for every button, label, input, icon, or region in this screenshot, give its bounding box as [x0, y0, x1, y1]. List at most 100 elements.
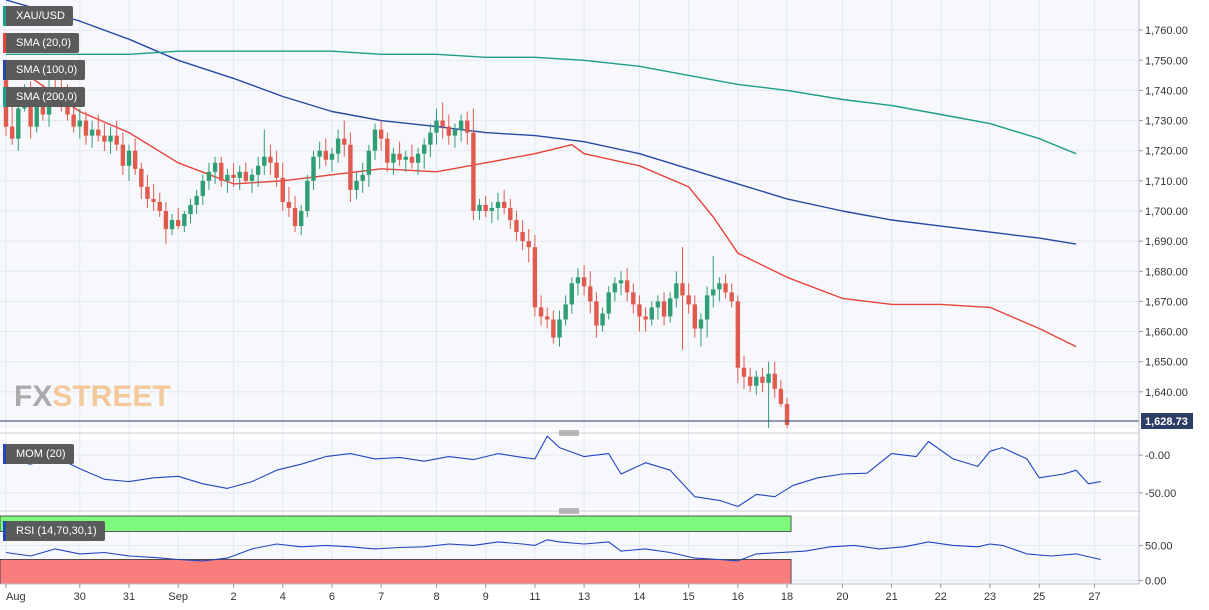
candle-body [563, 304, 568, 320]
candle-body [495, 201, 501, 208]
candle-body [594, 301, 599, 326]
candle-body [157, 201, 162, 211]
x-tick-label: Sep [168, 591, 188, 603]
legend-symbol-color [3, 6, 6, 26]
x-tick-label: 23 [984, 591, 996, 603]
x-tick-label: 18 [781, 591, 793, 603]
x-tick-label: 13 [578, 591, 590, 603]
x-tick-label: 25 [1033, 591, 1045, 603]
candle-body [16, 108, 21, 139]
candle-body [618, 280, 624, 284]
candle-body [452, 129, 458, 136]
sma-line-1 [5, 0, 1077, 245]
candle-body [354, 180, 359, 190]
legend-sma100-label: SMA (100,0) [16, 64, 78, 76]
x-tick-label: 8 [433, 591, 439, 603]
legend-rsi-color [3, 521, 6, 541]
candle-body [108, 135, 113, 142]
legend-sma20-color [3, 33, 6, 53]
candle-body [680, 283, 685, 296]
candle-body [89, 129, 95, 136]
candle-body [194, 195, 199, 205]
candle-body [268, 156, 273, 163]
x-tick-label: 22 [935, 591, 947, 603]
legend-sma200-color [3, 87, 6, 107]
legend-symbol[interactable]: XAU/USD [3, 6, 73, 26]
candle-body [280, 177, 285, 202]
candle-body [434, 120, 439, 133]
legend-rsi[interactable]: RSI (14,70,30,1) [3, 521, 105, 541]
candle-body [77, 120, 82, 127]
y-tick-label: 1,680.00 [1145, 266, 1188, 278]
legend-sma100[interactable]: SMA (100,0) [3, 60, 86, 80]
legend-sma20[interactable]: SMA (20,0) [3, 33, 80, 53]
x-tick-label: 30 [74, 591, 86, 603]
candle-body [655, 301, 661, 308]
candle-body [145, 186, 150, 199]
candle-body [698, 319, 704, 329]
candle-body [489, 207, 495, 211]
x-tick-label: 27 [1088, 591, 1100, 603]
candle-body [96, 129, 101, 136]
y-tick-label: 1,720.00 [1145, 146, 1188, 158]
y-tick-label: 1,660.00 [1145, 327, 1188, 339]
candle-body [471, 132, 476, 211]
candle-body [624, 280, 630, 293]
candle-body [581, 277, 587, 287]
candle-body [378, 129, 384, 139]
candle-body [391, 153, 396, 163]
legend-sma200[interactable]: SMA (200,0) [3, 87, 86, 107]
legend-mom-color [3, 444, 6, 464]
candle-body [206, 171, 212, 181]
candle-body [40, 105, 46, 115]
x-tick-label: 31 [123, 591, 135, 603]
candle-body [409, 156, 415, 163]
rsi-tick-label: 50.00 [1145, 540, 1173, 552]
candle-body [711, 289, 716, 296]
candle-body [501, 201, 507, 208]
candle-body [446, 126, 451, 136]
candle-body [212, 162, 218, 172]
mom-line-0 [5, 435, 1101, 508]
y-tick-label: 1,760.00 [1145, 25, 1188, 37]
candle-body [372, 129, 378, 151]
candle-body [182, 214, 187, 227]
candle-body [139, 168, 144, 187]
mom-tick-label: -50.00 [1145, 488, 1176, 500]
candle-body [483, 204, 488, 211]
candle-body [176, 220, 181, 227]
candle-body [704, 295, 710, 320]
y-tick-label: 1,710.00 [1145, 176, 1188, 188]
last-price-tag [1141, 413, 1193, 429]
y-tick-label: 1,740.00 [1145, 85, 1188, 97]
candle-body [305, 180, 310, 211]
mom-tick-label: -0.00 [1145, 450, 1170, 462]
legend-mom[interactable]: MOM (20) [3, 444, 74, 464]
candle-body [329, 153, 335, 160]
legend-symbol-label: XAU/USD [16, 10, 65, 22]
candle-body [243, 171, 249, 181]
mom-panel-bg [0, 440, 1139, 508]
rsi-oversold-zone [0, 559, 792, 585]
candle-body [637, 304, 642, 317]
candle-body [323, 150, 328, 160]
candle-body [9, 126, 15, 139]
candle-body [747, 376, 753, 386]
sma-line-2 [6, 50, 1077, 155]
candle-body [465, 120, 470, 133]
candle-body [397, 153, 402, 160]
candle-body [729, 292, 734, 302]
x-tick-label: 7 [378, 591, 384, 603]
candle-body [612, 283, 618, 293]
candle-body [545, 316, 550, 320]
y-tick-label: 1,750.00 [1145, 55, 1188, 67]
x-tick-label: 15 [683, 591, 695, 603]
candle-body [114, 135, 119, 145]
candle-body [532, 247, 538, 308]
candle-body [163, 210, 169, 230]
candle-body [458, 120, 464, 130]
x-tick-label: Aug [6, 591, 26, 603]
candle-body [151, 198, 156, 202]
candle-body [723, 283, 728, 293]
